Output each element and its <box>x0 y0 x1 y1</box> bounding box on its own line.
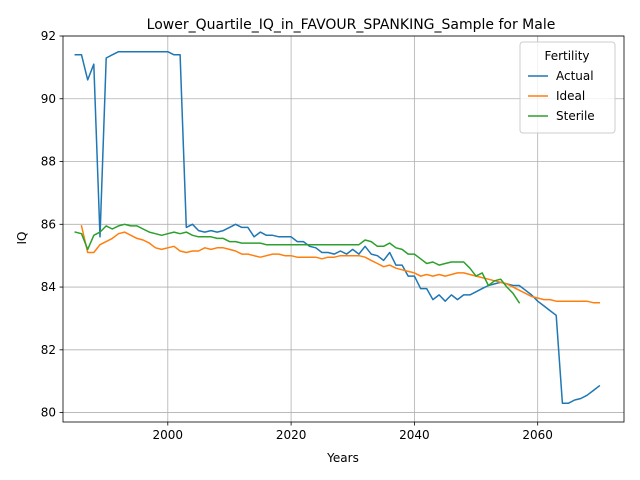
y-tick-label: 82 <box>41 343 56 357</box>
series-line-sterile <box>74 223 521 304</box>
x-tick-label: 2060 <box>522 428 553 442</box>
x-tick-label: 2040 <box>399 428 430 442</box>
y-axis-ticks: 80 82 84 86 88 90 92 <box>41 29 63 420</box>
legend-label-ideal: Ideal <box>556 89 585 103</box>
x-axis-label: Years <box>326 451 359 465</box>
chart-title: Lower_Quartile_IQ_in_FAVOUR_SPANKING_Sam… <box>147 17 556 33</box>
plot-frame <box>62 35 625 423</box>
legend-items: Actual Ideal Sterile <box>528 69 595 123</box>
x-tick-label: 2020 <box>276 428 307 442</box>
y-tick-label: 86 <box>41 217 56 231</box>
legend-label-actual: Actual <box>556 69 594 83</box>
x-axis-ticks: 2000 2020 2040 2060 <box>153 422 553 442</box>
legend: Fertility Actual Ideal Sterile <box>519 41 616 134</box>
legend-label-sterile: Sterile <box>556 109 595 123</box>
series-line-actual <box>74 50 601 404</box>
y-tick-label: 84 <box>41 280 56 294</box>
legend-title: Fertility <box>544 49 589 63</box>
x-tick-label: 2000 <box>153 428 184 442</box>
legend-box <box>519 41 616 134</box>
series-lines <box>74 50 601 404</box>
y-tick-label: 92 <box>41 29 56 43</box>
series-line-ideal <box>80 224 601 304</box>
y-tick-label: 80 <box>41 406 56 420</box>
y-axis-label: IQ <box>15 232 29 245</box>
y-tick-label: 90 <box>41 92 56 106</box>
y-tick-label: 88 <box>41 155 56 169</box>
